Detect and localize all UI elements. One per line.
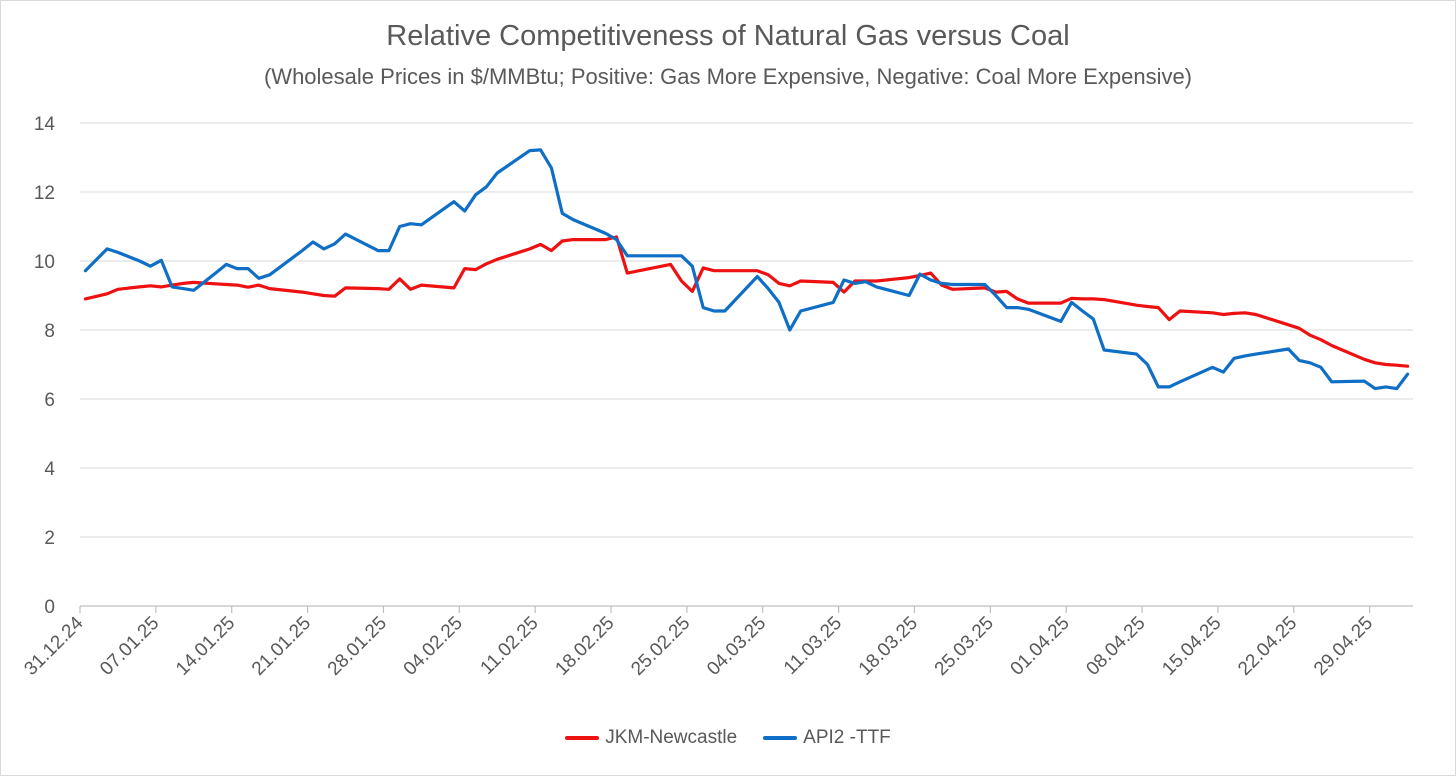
x-tick-label: 04.02.25 [400, 613, 467, 680]
legend-item-api2-ttf: API2 -TTF [763, 727, 891, 749]
x-tick-label: 18.03.25 [855, 613, 922, 680]
x-tick-label: 15.04.25 [1158, 613, 1225, 680]
legend-swatch-jkm-newcastle [565, 736, 600, 740]
x-tick-label: 08.04.25 [1082, 613, 1149, 680]
x-tick-label: 21.01.25 [248, 613, 315, 680]
series-line-jkm-newcastle [83, 235, 1410, 368]
x-tick-label: 25.03.25 [931, 613, 998, 680]
axes: 0 2 4 6 8 10 12 14 31.12.24 07.01.25 14.01.25 21.01… [20, 114, 1413, 680]
x-tick-label: 01.04.25 [1007, 613, 1074, 680]
x-tick-label: 18.02.25 [551, 613, 618, 680]
legend-swatch-api2-ttf [763, 736, 798, 740]
x-tick-label: 25.02.25 [627, 613, 694, 680]
x-tick-label: 07.01.25 [96, 613, 163, 680]
y-tick-label: 10 [34, 252, 55, 273]
legend-item-jkm-newcastle: JKM-Newcastle [565, 727, 737, 749]
series-line-api2-ttf [83, 148, 1410, 391]
series-lines [83, 148, 1410, 391]
x-tick-label: 31.12.24 [20, 612, 87, 679]
chart-title: Relative Competitiveness of Natural Gas … [386, 20, 1070, 52]
y-tick-label: 12 [34, 183, 55, 204]
x-tick-label: 29.04.25 [1310, 613, 1377, 680]
legend-label-api2-ttf: API2 -TTF [803, 727, 891, 748]
chart-subtitle: (Wholesale Prices in $/MMBtu; Positive: … [263, 64, 1193, 89]
legend-label-jkm-newcastle: JKM-Newcastle [605, 727, 738, 748]
y-tick-label: 14 [34, 114, 56, 135]
x-tick-label: 11.03.25 [780, 613, 846, 679]
y-tick-label: 8 [44, 321, 55, 342]
y-tick-label: 6 [44, 390, 55, 411]
legend: JKM-Newcastle API2 -TTF [0, 727, 1456, 749]
x-tick-label: 14.01.25 [172, 613, 239, 680]
y-tick-label: 2 [44, 528, 55, 549]
x-tick-label: 11.02.25 [477, 613, 543, 679]
y-tick-label: 0 [44, 597, 55, 618]
x-tick-label: 04.03.25 [703, 613, 770, 680]
y-tick-label: 4 [44, 459, 55, 480]
x-tick-label: 28.01.25 [324, 613, 391, 680]
gridlines [80, 122, 1413, 538]
x-tick-label: 22.04.25 [1234, 613, 1301, 680]
